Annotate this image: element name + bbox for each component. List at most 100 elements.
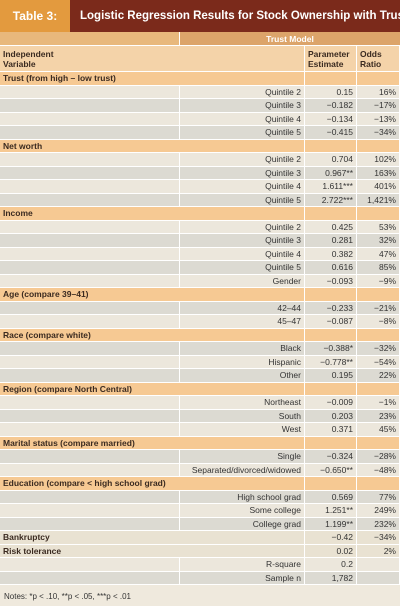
variable-label: Gender [180, 274, 305, 288]
section-title: Risk tolerance [0, 544, 305, 558]
variable-label: Other [180, 369, 305, 383]
blank-cell [0, 193, 180, 207]
estimate-cell [305, 72, 357, 86]
variable-label: Quintile 2 [180, 220, 305, 234]
data-row: Gender −0.093 −9% [0, 274, 400, 288]
section-title: Bankruptcy [0, 531, 305, 545]
odds-cell: −8% [357, 315, 400, 329]
data-row: Separated/divorced/widowed −0.650** −48% [0, 463, 400, 477]
variable-label: Quintile 5 [180, 261, 305, 275]
estimate-cell: 1.199** [305, 517, 357, 531]
data-row: High school grad 0.569 77% [0, 490, 400, 504]
blank-cell [0, 85, 180, 99]
estimate-cell [305, 288, 357, 302]
odds-cell: −34% [357, 531, 400, 545]
data-row: 45–47 −0.087 −8% [0, 315, 400, 329]
variable-label: Quintile 3 [180, 166, 305, 180]
estimate-cell: 1.251** [305, 504, 357, 518]
data-row: Northeast −0.009 −1% [0, 396, 400, 410]
odds-cell: −54% [357, 355, 400, 369]
blank-cell [0, 112, 180, 126]
variable-label: 42–44 [180, 301, 305, 315]
estimate-cell: −0.093 [305, 274, 357, 288]
variable-label: 45–47 [180, 315, 305, 329]
section-title: Income [0, 207, 305, 221]
odds-cell: 53% [357, 220, 400, 234]
blank-cell [0, 504, 180, 518]
data-row: Black −0.388* −32% [0, 342, 400, 356]
blank-cell [0, 342, 180, 356]
section-title: Net worth [0, 139, 305, 153]
section-row: Marital status (compare married) [0, 436, 400, 450]
data-row: Quintile 2 0.15 16% [0, 85, 400, 99]
odds-cell: 22% [357, 369, 400, 383]
table-label: Table 3: [0, 0, 70, 32]
estimate-cell: 0.425 [305, 220, 357, 234]
section-row: Trust (from high – low trust) [0, 72, 400, 86]
odds-cell: −17% [357, 99, 400, 113]
variable-label: Quintile 3 [180, 234, 305, 248]
section-title: Education (compare < high school grad) [0, 477, 305, 491]
variable-label: Quintile 5 [180, 126, 305, 140]
estimate-cell [305, 436, 357, 450]
estimate-cell [305, 139, 357, 153]
estimate-cell: −0.134 [305, 112, 357, 126]
blank-cell [0, 450, 180, 464]
odds-cell: 16% [357, 85, 400, 99]
variable-label: Sample n [180, 571, 305, 585]
variable-label: College grad [180, 517, 305, 531]
odds-cell [357, 436, 400, 450]
column-header: Parameter Estimate [305, 46, 357, 72]
data-row: Quintile 5 −0.415 −34% [0, 126, 400, 140]
estimate-cell: 0.281 [305, 234, 357, 248]
title-bar: Table 3: Logistic Regression Results for… [0, 0, 400, 32]
estimate-cell: −0.233 [305, 301, 357, 315]
odds-cell: −34% [357, 126, 400, 140]
odds-cell: −9% [357, 274, 400, 288]
estimate-cell: 0.371 [305, 423, 357, 437]
variable-label: Hispanic [180, 355, 305, 369]
notes: Notes: *p < .10, **p < .05, ***p < .01 [4, 592, 131, 601]
odds-cell [357, 382, 400, 396]
variable-label: Northeast [180, 396, 305, 410]
blank-cell [0, 315, 180, 329]
column-header: Independent Variable [0, 46, 80, 72]
section-title: Race (compare white) [0, 328, 305, 342]
odds-cell [357, 558, 400, 572]
blank-cell [0, 126, 180, 140]
odds-cell [357, 288, 400, 302]
estimate-cell: −0.324 [305, 450, 357, 464]
odds-cell: 401% [357, 180, 400, 194]
model-header-row: Trust Model [0, 32, 400, 46]
data-row: Quintile 3 0.281 32% [0, 234, 400, 248]
variable-label: South [180, 409, 305, 423]
estimate-cell: −0.009 [305, 396, 357, 410]
blank-cell [0, 166, 180, 180]
estimate-cell: 0.704 [305, 153, 357, 167]
odds-cell: −28% [357, 450, 400, 464]
blank-cell [0, 571, 180, 585]
odds-cell [357, 207, 400, 221]
estimate-cell [305, 207, 357, 221]
estimate-cell: 2.722*** [305, 193, 357, 207]
estimate-cell [305, 328, 357, 342]
estimate-cell: −0.087 [305, 315, 357, 329]
estimate-cell [305, 477, 357, 491]
variable-label: R-square [180, 558, 305, 572]
data-row: Quintile 2 0.425 53% [0, 220, 400, 234]
estimate-cell: −0.650** [305, 463, 357, 477]
data-row: Single −0.324 −28% [0, 450, 400, 464]
odds-cell: −48% [357, 463, 400, 477]
blank-cell [0, 180, 180, 194]
data-row: Some college 1.251** 249% [0, 504, 400, 518]
odds-cell: 32% [357, 234, 400, 248]
blank-cell [0, 153, 180, 167]
data-row: Quintile 3 −0.182 −17% [0, 99, 400, 113]
section-row: Income [0, 207, 400, 221]
data-row: Quintile 3 0.967** 163% [0, 166, 400, 180]
section-title: Marital status (compare married) [0, 436, 305, 450]
data-row: College grad 1.199** 232% [0, 517, 400, 531]
variable-label: Quintile 4 [180, 180, 305, 194]
blank-cell [0, 247, 180, 261]
